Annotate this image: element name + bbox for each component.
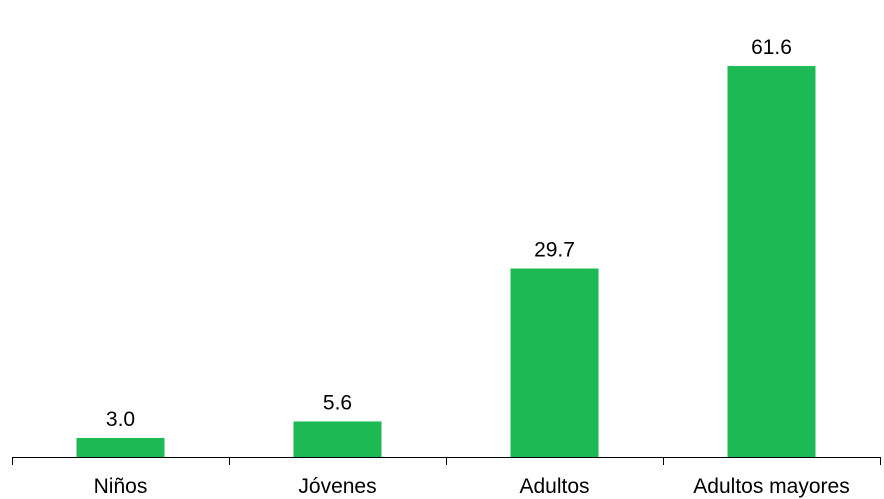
data-label-3: 61.6 [751,36,792,59]
data-label-1: 5.6 [323,391,352,414]
bar-0 [76,437,165,457]
bar-2 [510,268,599,457]
data-label-0: 3.0 [106,408,135,431]
x-tick-label-3: Adultos mayores [693,475,849,498]
x-tick-label-1: Jóvenes [298,475,376,498]
x-axis: Niños Jóvenes Adultos Adultos mayores [12,457,881,498]
x-ticks [12,457,881,465]
bar-1 [293,421,382,457]
x-tick-label-2: Adultos [519,475,589,498]
x-tick-label-0: Niños [94,475,148,498]
bars [76,66,816,457]
data-labels: 3.0 5.6 29.7 61.6 [106,36,792,431]
data-label-2: 29.7 [534,239,575,262]
bar-3 [727,66,816,457]
x-tick-labels: Niños Jóvenes Adultos Adultos mayores [94,475,850,498]
